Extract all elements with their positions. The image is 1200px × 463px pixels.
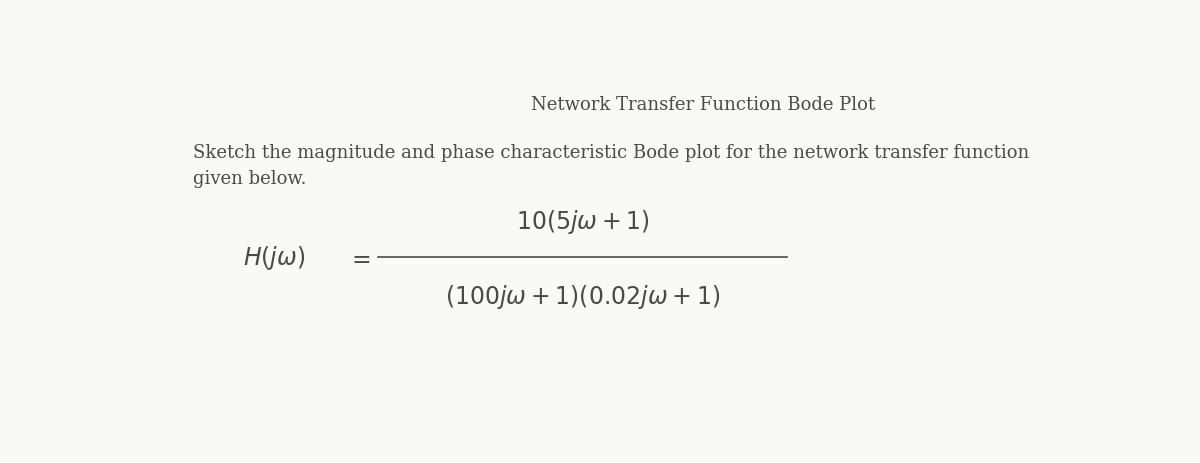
- Text: $(100\mathit{j\omega} + 1)(0.02\mathit{j\omega} + 1)$: $(100\mathit{j\omega} + 1)(0.02\mathit{j…: [445, 282, 720, 310]
- Text: Network Transfer Function Bode Plot: Network Transfer Function Bode Plot: [532, 95, 876, 113]
- Text: $=$: $=$: [347, 245, 371, 269]
- Text: Sketch the magnitude and phase characteristic Bode plot for the network transfer: Sketch the magnitude and phase character…: [193, 144, 1028, 162]
- Text: $10(5\mathit{j\omega} + 1)$: $10(5\mathit{j\omega} + 1)$: [516, 207, 649, 235]
- Text: given below.: given below.: [193, 169, 306, 187]
- Text: $\mathit{H}(\mathit{j\omega})$: $\mathit{H}(\mathit{j\omega})$: [242, 243, 306, 271]
